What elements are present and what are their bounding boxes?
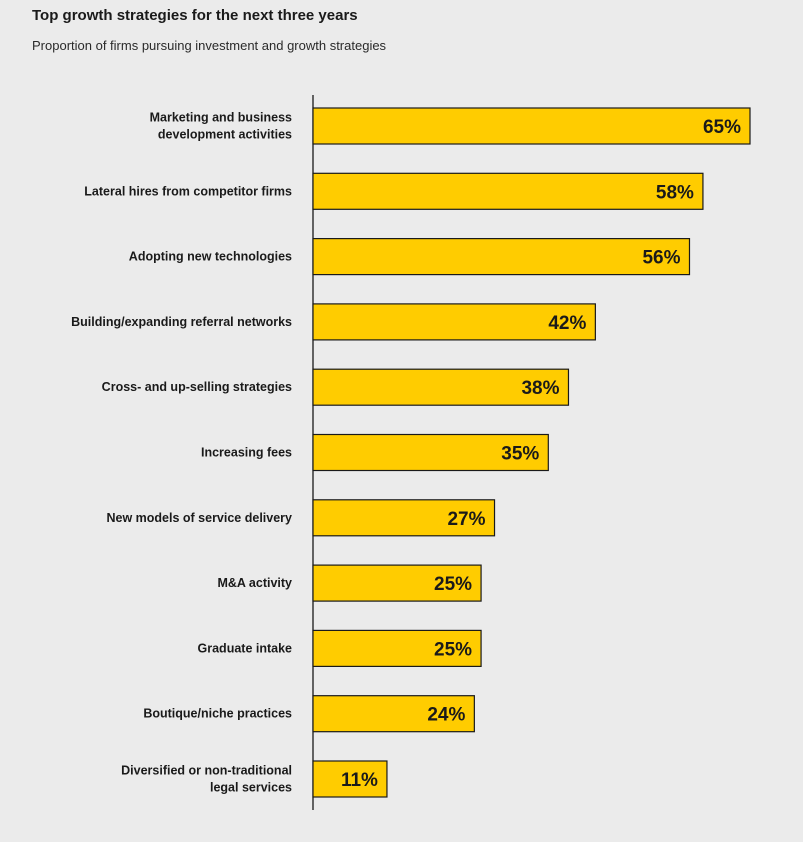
category-label: development activities [158,128,292,142]
category-label: Diversified or non-traditional [121,764,292,778]
bar [312,499,496,537]
bar-value-label: 35% [501,444,539,465]
bar-group: 56% Adopting new technologies [129,238,691,276]
bar [312,564,482,602]
bar-value-label: 65% [703,117,741,138]
chart-subtitle: Proportion of firms pursuing investment … [32,38,387,53]
bar [312,433,549,472]
bar-value-label: 25% [434,574,472,595]
bar-value-label: 42% [548,313,586,334]
category-label: Adopting new technologies [129,250,292,264]
bar [312,629,482,668]
category-label: Marketing and business [150,111,292,125]
bar-group: 11% Diversified or non-traditional legal s… [121,760,388,798]
bar-group: 27% New models of service delivery [106,499,496,537]
bar-group: 38% Cross- and up-selling strategies [102,368,570,406]
bar-value-label: 25% [434,639,472,660]
bar-value-label: 24% [427,705,465,726]
bar [312,368,570,406]
category-label: legal services [210,781,292,795]
bar [312,107,751,145]
category-label: Increasing fees [201,446,292,460]
bar-value-label: 56% [642,248,680,269]
bar-group: 65% Marketing and business development act… [150,107,751,145]
category-label: Building/expanding referral networks [71,315,292,329]
bar-value-label: 11% [341,770,378,791]
bar-group: 42% Building/expanding referral networks [71,303,596,341]
category-label: Graduate intake [198,641,293,655]
bar-value-label: 38% [521,378,559,399]
bar [312,760,388,798]
category-label: M&A activity [217,576,292,590]
bar-group: 58% Lateral hires from competitor firms [84,172,704,210]
bar-group: 25% M&A activity [217,564,482,602]
bar [312,172,704,210]
category-label: Lateral hires from competitor firms [84,184,292,198]
bar-value-label: 27% [447,509,485,530]
bar-group: 25% Graduate intake [198,629,482,668]
chart-title: Top growth strategies for the next three… [32,7,358,24]
bar [312,695,475,733]
bar-group: 24% Boutique/niche practices [143,695,475,733]
bar [312,303,596,341]
bar-group: 35% Increasing fees [201,433,549,472]
bar-value-label: 58% [656,182,694,203]
category-label: Boutique/niche practices [143,707,292,721]
category-label: Cross- and up-selling strategies [102,380,292,394]
bar [312,238,691,276]
category-label: New models of service delivery [106,511,292,525]
